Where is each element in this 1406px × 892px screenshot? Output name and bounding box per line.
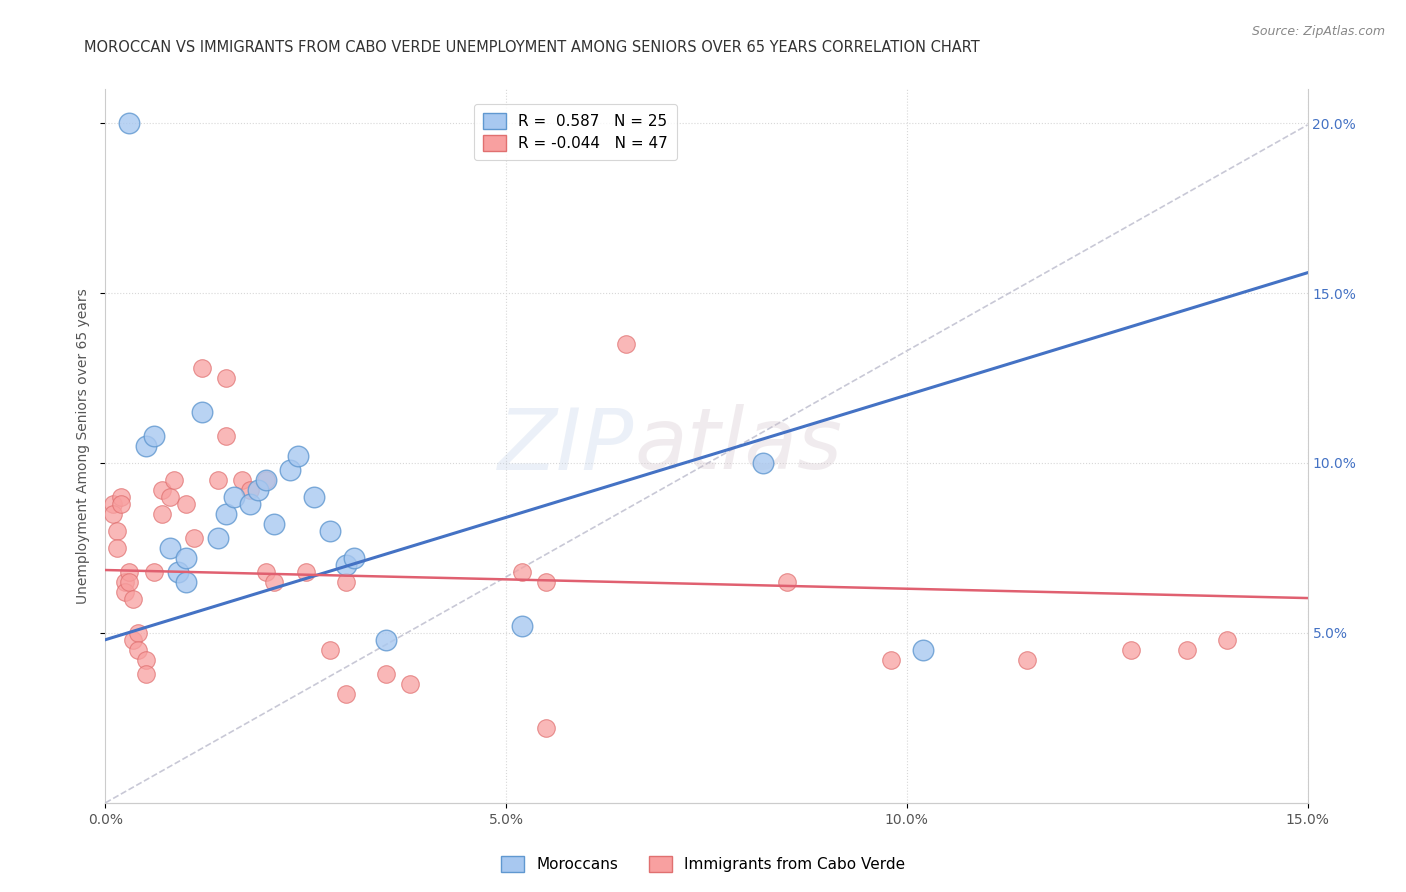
Point <box>776 574 799 589</box>
Point <box>1015 653 1038 667</box>
Point <box>302 490 325 504</box>
Point <box>103 507 125 521</box>
Point <box>122 632 145 647</box>
Point <box>150 507 173 521</box>
Point <box>1121 643 1143 657</box>
Point <box>263 574 285 589</box>
Point <box>254 473 277 487</box>
Point <box>510 565 533 579</box>
Point <box>214 371 236 385</box>
Legend: Moroccans, Immigrants from Cabo Verde: Moroccans, Immigrants from Cabo Verde <box>494 848 912 880</box>
Point <box>1216 632 1239 647</box>
Point <box>110 490 132 504</box>
Point <box>114 574 136 589</box>
Point <box>278 463 301 477</box>
Point <box>335 558 357 572</box>
Point <box>183 531 205 545</box>
Point <box>399 677 422 691</box>
Point <box>616 337 638 351</box>
Point <box>142 565 165 579</box>
Point <box>214 429 236 443</box>
Point <box>239 483 262 498</box>
Point <box>110 497 132 511</box>
Point <box>190 405 212 419</box>
Point <box>166 565 188 579</box>
Point <box>159 541 181 555</box>
Point <box>174 497 197 511</box>
Point <box>114 585 136 599</box>
Point <box>127 626 149 640</box>
Point <box>214 507 236 521</box>
Point <box>751 456 773 470</box>
Text: MOROCCAN VS IMMIGRANTS FROM CABO VERDE UNEMPLOYMENT AMONG SENIORS OVER 65 YEARS : MOROCCAN VS IMMIGRANTS FROM CABO VERDE U… <box>84 40 980 55</box>
Point <box>118 574 141 589</box>
Legend: R =  0.587   N = 25, R = -0.044   N = 47: R = 0.587 N = 25, R = -0.044 N = 47 <box>474 104 676 161</box>
Point <box>174 574 197 589</box>
Point <box>222 490 245 504</box>
Text: Source: ZipAtlas.com: Source: ZipAtlas.com <box>1251 25 1385 38</box>
Point <box>207 473 229 487</box>
Point <box>295 565 318 579</box>
Point <box>103 497 125 511</box>
Point <box>122 591 145 606</box>
Point <box>911 643 934 657</box>
Point <box>118 565 141 579</box>
Point <box>135 439 157 453</box>
Point <box>142 429 165 443</box>
Point <box>880 653 903 667</box>
Point <box>159 490 181 504</box>
Point <box>374 632 398 647</box>
Point <box>107 541 129 555</box>
Point <box>162 473 184 487</box>
Y-axis label: Unemployment Among Seniors over 65 years: Unemployment Among Seniors over 65 years <box>76 288 90 604</box>
Point <box>174 551 197 566</box>
Point <box>135 666 157 681</box>
Text: ZIP: ZIP <box>498 404 634 488</box>
Point <box>263 517 285 532</box>
Point <box>107 524 129 538</box>
Point <box>150 483 173 498</box>
Point <box>127 643 149 657</box>
Point <box>319 643 342 657</box>
Point <box>254 473 277 487</box>
Point <box>190 360 212 375</box>
Point <box>239 497 262 511</box>
Text: atlas: atlas <box>634 404 842 488</box>
Point <box>1175 643 1198 657</box>
Point <box>319 524 342 538</box>
Point <box>343 551 366 566</box>
Point <box>135 653 157 667</box>
Point <box>335 687 357 701</box>
Point <box>335 574 357 589</box>
Point <box>246 483 269 498</box>
Point <box>534 574 557 589</box>
Point <box>254 565 277 579</box>
Point <box>207 531 229 545</box>
Point <box>231 473 253 487</box>
Point <box>534 721 557 735</box>
Point <box>118 116 141 130</box>
Point <box>510 619 533 633</box>
Point <box>374 666 398 681</box>
Point <box>287 449 309 463</box>
